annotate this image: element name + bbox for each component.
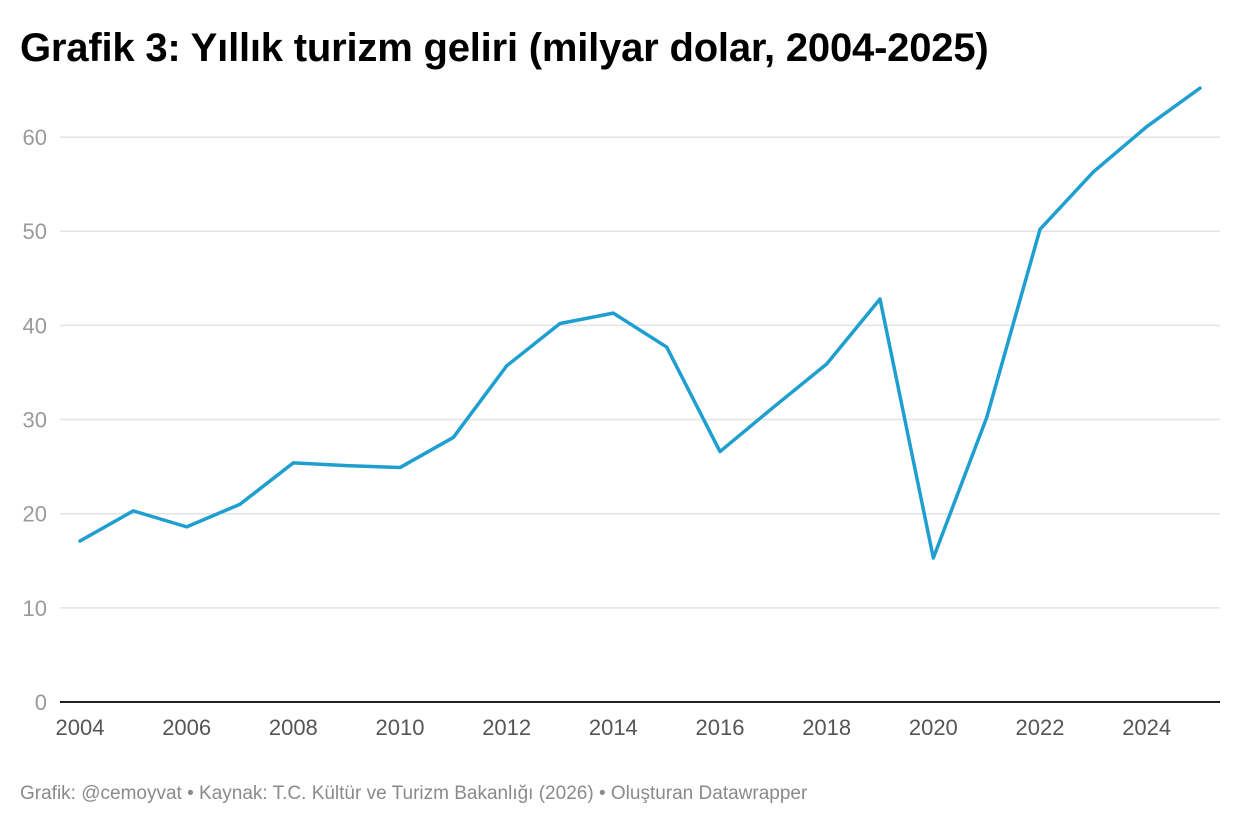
data-point <box>718 450 722 454</box>
data-point <box>238 502 242 506</box>
data-point <box>505 364 509 368</box>
x-tick-label: 2022 <box>1016 715 1065 740</box>
y-tick-label: 30 <box>23 408 47 433</box>
series-line <box>78 86 1202 560</box>
data-point <box>131 509 135 513</box>
x-tick-label: 2010 <box>376 715 425 740</box>
data-point <box>291 461 295 465</box>
data-point <box>78 539 82 543</box>
data-point <box>1198 86 1202 90</box>
chart-footer: Grafik: @cemoyvat • Kaynak: T.C. Kültür … <box>20 783 807 805</box>
x-tick-label: 2016 <box>696 715 745 740</box>
data-point <box>931 556 935 560</box>
x-tick-label: 2006 <box>162 715 211 740</box>
data-point <box>825 362 829 366</box>
data-point <box>665 345 669 349</box>
y-tick-label: 40 <box>23 313 47 338</box>
footer-tool: Oluşturan Datawrapper <box>610 783 808 804</box>
x-tick-label: 2012 <box>482 715 531 740</box>
data-point <box>398 466 402 470</box>
data-point <box>878 297 882 301</box>
y-axis-ticks: 0 10 20 30 40 50 60 <box>23 125 47 715</box>
data-point <box>345 464 349 468</box>
y-tick-label: 50 <box>23 219 47 244</box>
x-axis-ticks: 2004 2006 2008 2010 2012 2014 2016 2018 2020 2022… <box>56 715 1172 740</box>
x-tick-label: 2020 <box>909 715 958 740</box>
y-tick-label: 60 <box>23 125 47 150</box>
data-point <box>558 322 562 326</box>
data-point <box>185 525 189 529</box>
grid-layer <box>60 136 1220 703</box>
x-tick-label: 2018 <box>802 715 851 740</box>
data-point <box>771 405 775 409</box>
y-tick-label: 10 <box>23 596 47 621</box>
data-point <box>985 416 989 420</box>
x-tick-label: 2024 <box>1122 715 1171 740</box>
chart-title: Grafik 3: Yıllık turizm geliri (milyar d… <box>20 26 989 70</box>
data-point <box>1145 125 1149 129</box>
footer-credit: Grafik: @cemoyvat <box>20 783 182 804</box>
series-layer <box>78 86 1202 560</box>
data-point <box>451 435 455 439</box>
data-point <box>611 311 615 315</box>
footer-separator: • <box>598 783 606 804</box>
data-point <box>1091 170 1095 174</box>
y-tick-label: 20 <box>23 502 47 527</box>
y-tick-label: 0 <box>35 690 47 715</box>
footer-source: Kaynak: T.C. Kültür ve Turizm Bakanlığı … <box>199 783 594 804</box>
data-point <box>1038 227 1042 231</box>
x-tick-label: 2008 <box>269 715 318 740</box>
x-tick-label: 2014 <box>589 715 638 740</box>
footer-separator: • <box>187 783 194 804</box>
x-tick-label: 2004 <box>56 715 105 740</box>
